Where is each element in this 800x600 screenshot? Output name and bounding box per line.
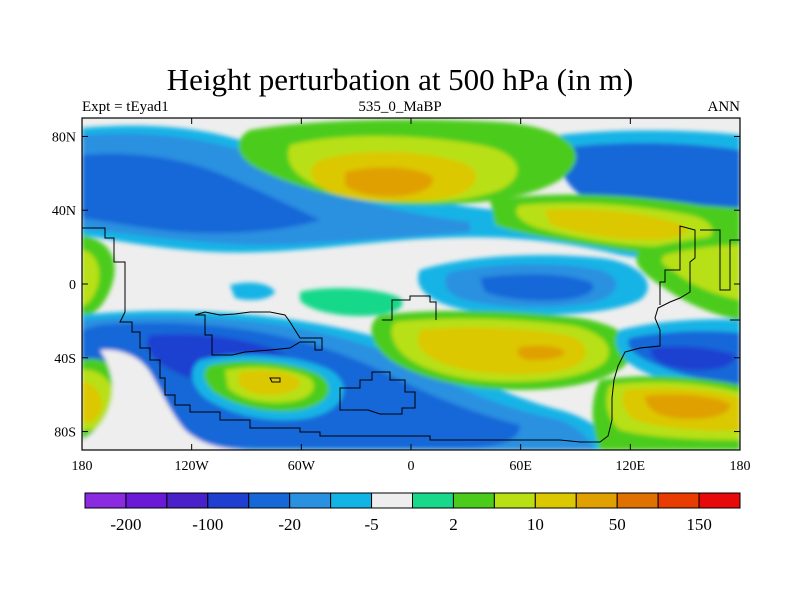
contour-pos-north-orange xyxy=(345,167,434,197)
x-tick-label: 180 xyxy=(730,459,751,474)
y-tick-label: 0 xyxy=(69,278,76,293)
x-tick-label: 0 xyxy=(408,459,415,474)
colorbar-box xyxy=(248,492,291,509)
x-tick-label: 120W xyxy=(175,459,210,474)
contour-cyan-tropic xyxy=(230,282,275,300)
colorbar-box xyxy=(575,492,618,509)
colorbar-label: -200 xyxy=(110,515,141,534)
colorbar-box xyxy=(166,492,209,509)
y-tick-label: 80S xyxy=(54,426,76,441)
colorbar-box xyxy=(698,492,741,509)
colorbar-box xyxy=(125,492,168,509)
colorbar-label: -20 xyxy=(278,515,301,534)
contour-pos-westpac-yellow xyxy=(82,250,100,306)
x-tick-label: 60W xyxy=(288,459,316,474)
season-label: ANN xyxy=(707,99,741,115)
experiment-label: Expt = tEyad1 xyxy=(82,99,169,115)
contour-pos-asia-gold xyxy=(545,209,686,240)
contour-field xyxy=(82,118,740,450)
x-axis: 180 120W 60W 0 60E 120E 180 xyxy=(72,118,751,474)
continent-outline xyxy=(194,311,323,356)
contour-neg-se-core xyxy=(650,346,736,371)
y-tick-label: 80N xyxy=(52,130,76,145)
colorbar-box xyxy=(289,492,332,509)
colorbar-box xyxy=(493,492,536,509)
y-tick-label: 40S xyxy=(54,352,76,367)
colorbar-label: 50 xyxy=(609,515,626,534)
map-title: Height perturbation at 500 hPa (in m) xyxy=(166,62,634,97)
colorbar-label: -100 xyxy=(192,515,223,534)
colorbar: -200 -100 -20 -5 2 10 50 150 xyxy=(84,492,741,534)
colorbar-box xyxy=(207,492,250,509)
contour-neg-indian-core xyxy=(480,274,594,301)
x-tick-label: 60E xyxy=(509,459,532,474)
contour-pos-sind-gold xyxy=(418,327,586,375)
continent-outline xyxy=(82,225,696,443)
contour-pos-spac-gold xyxy=(238,370,301,396)
colorbar-box xyxy=(412,492,454,509)
contour-neg-nh-east-cyan xyxy=(560,130,740,150)
colorbar-box xyxy=(534,492,577,509)
x-tick-label: 120E xyxy=(616,459,646,474)
continent-outline xyxy=(382,295,437,321)
colorbar-label: 2 xyxy=(449,515,458,534)
contour-pos-fse-orange xyxy=(645,394,731,420)
contour-pos-sind-orange xyxy=(517,345,565,361)
y-axis: 80N 40N 0 40S 80S xyxy=(52,130,740,441)
y-tick-label: 40N xyxy=(52,204,76,219)
colorbar-box xyxy=(616,492,659,509)
contour-green-atlantic xyxy=(300,288,403,316)
colorbar-box xyxy=(330,492,373,509)
x-tick-label: 180 xyxy=(72,459,93,474)
colorbar-label: 10 xyxy=(527,515,544,534)
continent-outline xyxy=(730,308,740,321)
contour-pos-fsw-gold xyxy=(82,382,102,422)
colorbar-box xyxy=(84,492,127,509)
continent-outline xyxy=(339,371,416,415)
continent-outlines xyxy=(82,225,740,443)
colorbar-box xyxy=(452,492,495,509)
continent-outline xyxy=(700,229,740,291)
contour-neutral-south-belt xyxy=(82,349,260,450)
contour-neg-north-core xyxy=(82,153,320,234)
case-label: 535_0_MaBP xyxy=(358,99,442,115)
colorbar-box xyxy=(371,492,413,509)
colorbar-box xyxy=(657,492,700,509)
colorbar-label: 150 xyxy=(686,515,712,534)
colorbar-label: -5 xyxy=(364,515,378,534)
continent-outline xyxy=(269,377,281,383)
